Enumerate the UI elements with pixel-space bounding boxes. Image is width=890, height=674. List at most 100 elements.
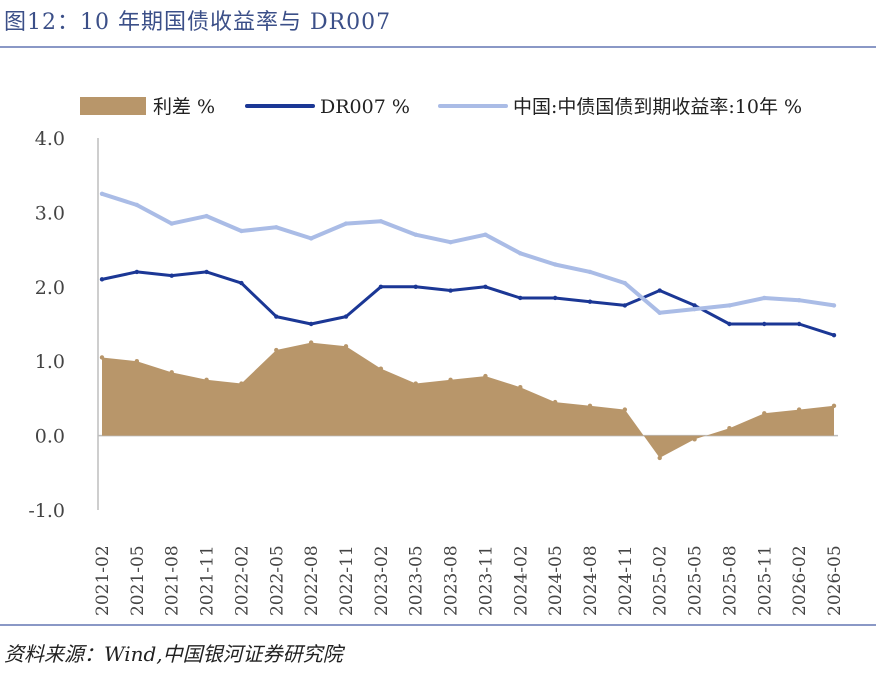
data-point (99, 277, 105, 282)
y-tick-label: -1.0 (28, 500, 65, 522)
data-point (413, 284, 418, 289)
data-point (727, 321, 732, 327)
data-point (587, 299, 593, 304)
x-tick-label: 2026-02 (790, 545, 810, 616)
data-point (796, 297, 802, 303)
data-point (169, 273, 174, 278)
data-point (308, 236, 314, 241)
data-point (692, 303, 697, 308)
data-point (169, 370, 174, 375)
x-tick-label: 2024-08 (581, 545, 601, 616)
data-point (518, 295, 523, 301)
x-tick-label: 2023-08 (442, 545, 462, 616)
data-point (308, 321, 314, 327)
data-point (831, 403, 837, 409)
data-point (378, 284, 384, 289)
data-point (343, 221, 349, 226)
data-point (762, 321, 767, 327)
data-point (239, 381, 244, 386)
y-axis: 4.0 3.0 2.0 1.0 0.0 -1.0 (28, 128, 99, 522)
data-point (692, 437, 697, 442)
y-tick-label: 4.0 (35, 128, 65, 150)
data-point (134, 269, 140, 275)
y-tick-label: 3.0 (35, 202, 65, 224)
y-tick-label: 2.0 (35, 277, 65, 299)
data-point (657, 288, 662, 293)
data-point (169, 221, 174, 226)
data-point (831, 303, 837, 308)
data-point (483, 284, 488, 289)
series-10y-yield-line (101, 191, 835, 315)
data-point (518, 251, 523, 256)
data-point (622, 407, 628, 412)
data-point (483, 232, 488, 237)
legend-label: 利差 % (153, 96, 215, 118)
x-tick-label: 2021-05 (128, 545, 148, 616)
data-point (831, 332, 837, 338)
x-tick-label: 2021-02 (93, 545, 113, 616)
x-tick-label: 2025-11 (755, 545, 775, 616)
data-point (448, 377, 453, 382)
x-tick-label: 2024-05 (546, 545, 566, 616)
data-point (274, 225, 279, 230)
footer-rule (0, 624, 876, 626)
data-point (587, 269, 593, 275)
data-point (692, 306, 697, 312)
x-tick-label: 2022-05 (267, 545, 287, 616)
data-point (343, 344, 349, 349)
data-point (274, 314, 279, 319)
data-point (448, 239, 453, 245)
data-point (274, 347, 279, 353)
series-spread-area (102, 342, 834, 458)
data-point (204, 269, 209, 275)
data-point (727, 303, 732, 308)
x-tick-label: 2024-02 (511, 545, 531, 616)
data-point (796, 407, 802, 412)
x-tick-label: 2023-02 (372, 545, 392, 616)
x-tick-label: 2025-05 (686, 545, 706, 616)
data-point (99, 191, 105, 196)
y-tick-label: 1.0 (35, 351, 65, 373)
data-point (378, 219, 384, 224)
x-tick-label: 2024-11 (616, 545, 636, 616)
data-point (483, 373, 488, 379)
data-point (657, 455, 662, 461)
data-point (308, 340, 314, 345)
data-point (343, 314, 349, 319)
x-tick-label: 2022-08 (302, 545, 322, 616)
data-point (239, 280, 244, 286)
x-tick-label: 2025-02 (651, 545, 671, 616)
data-point (134, 202, 140, 208)
data-point (134, 359, 140, 364)
x-tick-label: 2023-05 (407, 545, 427, 616)
data-point (657, 310, 662, 316)
data-point (239, 228, 244, 234)
y-tick-label: 0.0 (35, 426, 65, 448)
source-note: 资料来源：Wind,中国银河证券研究院 (4, 642, 343, 666)
x-tick-label: 2021-08 (163, 545, 183, 616)
figure-title: 图12：10 年期国债收益率与 DR007 (4, 10, 392, 35)
data-point (518, 385, 523, 390)
x-tick-label: 2021-11 (198, 545, 218, 616)
legend-label: 中国:中债国债到期收益率:10年 % (513, 96, 802, 118)
x-tick-label: 2023-11 (476, 545, 496, 616)
data-point (552, 399, 558, 405)
data-point (762, 295, 767, 301)
data-point (378, 366, 384, 371)
title-rule (0, 46, 876, 48)
x-tick-label: 2025-08 (720, 545, 740, 616)
plot-area (99, 191, 837, 461)
legend: 利差 % DR007 % 中国:中债国债到期收益率:10年 % (80, 96, 802, 118)
data-point (204, 377, 209, 382)
data-point (99, 355, 105, 360)
data-point (796, 321, 802, 327)
x-tick-label: 2022-11 (337, 545, 357, 616)
x-tick-label: 2026-05 (825, 545, 845, 616)
data-point (622, 280, 628, 286)
data-point (552, 295, 558, 301)
x-axis: 2021-02 2021-05 2021-08 2021-11 2022-02 2022-… (93, 434, 845, 616)
data-point (413, 381, 418, 386)
data-point (587, 403, 593, 409)
legend-swatch-spread (80, 97, 146, 115)
data-point (622, 303, 628, 308)
